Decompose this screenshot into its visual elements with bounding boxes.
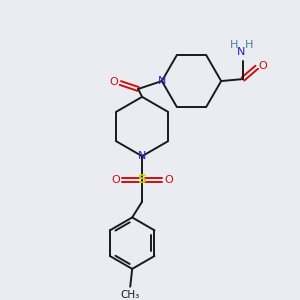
Text: O: O — [109, 77, 118, 87]
Text: N: N — [158, 76, 166, 86]
Text: H: H — [230, 40, 238, 50]
Text: N: N — [138, 151, 146, 161]
Text: O: O — [164, 175, 173, 185]
Text: O: O — [111, 175, 120, 185]
Text: H: H — [245, 40, 253, 50]
Text: CH₃: CH₃ — [121, 290, 140, 300]
Text: N: N — [237, 47, 245, 57]
Text: O: O — [258, 61, 267, 71]
Text: S: S — [138, 173, 147, 186]
